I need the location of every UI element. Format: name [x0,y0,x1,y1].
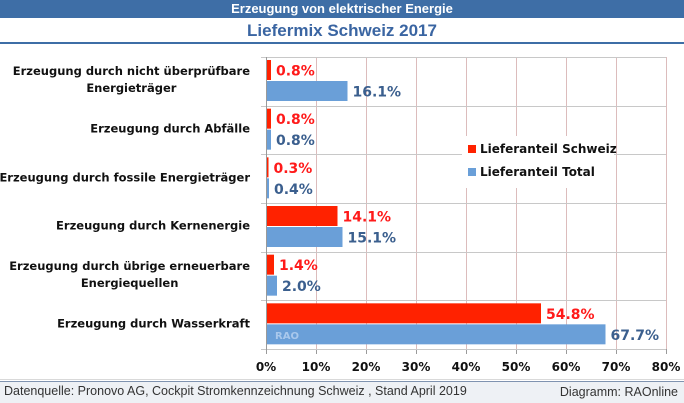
bar-total [267,227,343,247]
bar-total [267,178,269,199]
x-tick-label: 60% [552,360,581,374]
category-label-line: Erzeugung durch Kernenergie [56,218,250,233]
legend-item-schweiz: Lieferanteil Schweiz [468,140,617,158]
data-label-schweiz: 14.1% [343,210,392,226]
bar-schweiz [267,254,274,275]
x-tick-label: 20% [352,360,381,374]
category-label: Erzeugung durch übrige erneuerbare Energi… [9,258,250,292]
bar-schweiz [267,108,271,129]
category-label-line: Erzeugung durch übrige erneuerbare [9,259,250,273]
data-label-schweiz: 1.4% [279,258,318,274]
legend: Lieferanteil Schweiz Lieferanteil Total [462,136,617,188]
footer-divider [0,379,684,380]
data-label-total: 15.1% [348,231,397,247]
bar-total [267,275,277,296]
category-label-line: Erzeugung durch fossile Energieträger [0,170,250,185]
category-label: Erzeugung durch Abfälle [90,121,250,138]
x-tick-label: 0% [256,360,276,374]
category-label-line: Energiequellen [80,276,179,290]
bar-total [267,324,606,345]
bar-total [267,129,271,150]
category-label-line: Energieträger [86,81,177,96]
data-label-schweiz: 54.8% [546,307,595,323]
data-label-schweiz: 0.3% [274,161,313,177]
x-tick-label: 40% [452,360,481,374]
category-label: Erzeugung durch nicht überprüfbare Energi… [13,63,250,97]
x-tick-label: 30% [402,360,431,374]
data-label-total: 0.8% [276,133,315,149]
bar-schweiz [267,157,269,178]
footer: Datenquelle: Pronovo AG, Cockpit Stromke… [0,381,684,403]
category-label: Erzeugung durch fossile Energieträger [0,169,250,186]
data-label-total: 0.4% [274,182,313,198]
data-label-schweiz: 0.8% [276,112,315,128]
data-label-total: 2.0% [282,279,321,295]
legend-swatch-schweiz [468,145,476,153]
bar-total [267,81,348,101]
category-label-line: Erzeugung durch Abfälle [90,121,250,136]
bar-schweiz [267,60,271,80]
x-tick-label: 10% [302,360,331,374]
legend-item-total: Lieferanteil Total [468,163,595,181]
category-label: Erzeugung durch Wasserkraft [57,315,250,332]
bar-schweiz [267,206,338,226]
legend-swatch-total [468,168,476,176]
category-label: Erzeugung durch Kernenergie [56,218,250,235]
banner-title: Erzeugung von elektrischer Energie [0,0,684,18]
data-source: Datenquelle: Pronovo AG, Cockpit Stromke… [4,384,467,398]
x-tick-label: 70% [602,360,631,374]
chart-title: Liefermix Schweiz 2017 [247,21,437,40]
watermark: RAO [275,331,299,342]
data-label-total: 67.7% [611,328,660,344]
chart-credit: Diagramm: RAOnline [559,385,678,399]
legend-label-schweiz: Lieferanteil Schweiz [480,142,617,156]
x-tick-label: 50% [502,360,531,374]
legend-label-total: Lieferanteil Total [480,165,595,179]
title-divider [0,42,684,44]
data-label-schweiz: 0.8% [276,64,315,80]
x-tick-label: 80% [652,360,681,374]
bar-schweiz [267,303,541,324]
category-label-line: Erzeugung durch nicht überprüfbare [12,64,250,79]
category-label-line: Erzeugung durch Wasserkraft [57,316,250,331]
data-label-total: 16.1% [353,85,402,101]
